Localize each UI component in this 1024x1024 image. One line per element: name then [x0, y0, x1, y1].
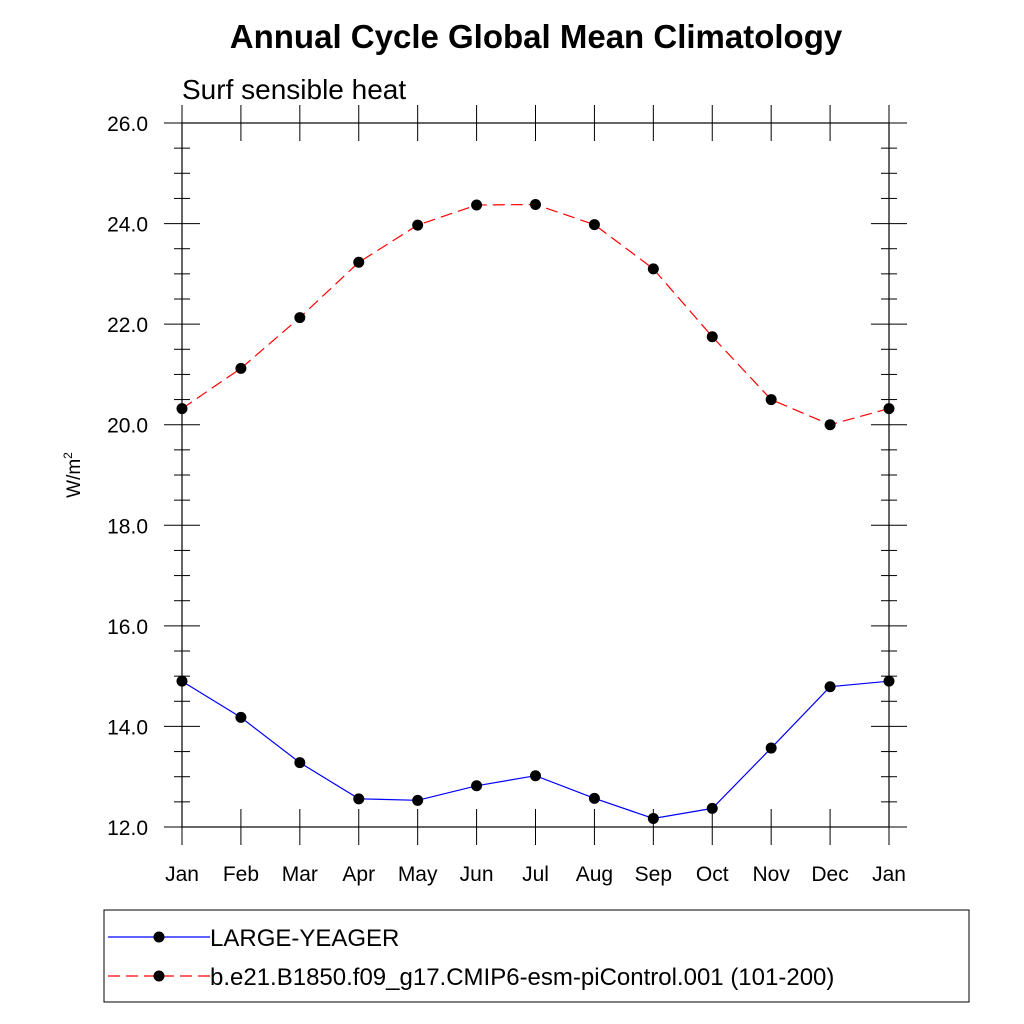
legend: LARGE-YEAGER b.e21.B1850.f09_g17.CMIP6-e… [103, 909, 970, 1003]
x-tick-label: Apr [342, 863, 375, 886]
legend-label-cmip6: b.e21.B1850.f09_g17.CMIP6-esm-piControl.… [210, 964, 834, 991]
data-point-series-0 [588, 792, 600, 804]
legend-box [103, 909, 970, 1003]
data-point-series-0 [706, 802, 718, 814]
x-tick-label: Feb [223, 863, 259, 886]
data-point-series-0 [765, 742, 777, 754]
x-tick-labels: Jan Feb Mar Apr May Jun Jul Aug Sep Oct Nov Dec Jan [165, 863, 906, 886]
y-axis-label-superscript: 2 [61, 452, 75, 459]
data-point-series-1 [176, 403, 188, 415]
data-point-series-1 [412, 219, 424, 231]
data-point-series-0 [353, 793, 365, 805]
data-point-series-1 [471, 199, 483, 211]
x-tick-label: Jul [522, 863, 549, 886]
data-point-series-0 [647, 812, 659, 824]
data-point-series-1 [588, 219, 600, 231]
y-tick-labels: 12.0 14.0 16.0 18.0 20.0 22.0 24.0 26.0 [107, 113, 148, 840]
data-point-series-1 [294, 312, 306, 324]
data-point-series-0 [176, 675, 188, 687]
data-point-series-0 [883, 675, 895, 687]
data-point-series-0 [824, 681, 836, 693]
x-tick-label: Aug [576, 863, 613, 886]
x-tick-label: Dec [811, 863, 848, 886]
x-tick-label: Jan [872, 863, 906, 886]
x-tick-label: Sep [635, 863, 672, 886]
legend-label-large-yeager: LARGE-YEAGER [210, 925, 399, 952]
y-tick-label: 16.0 [107, 616, 148, 639]
x-tick-label: May [398, 863, 438, 886]
data-point-series-1 [647, 263, 659, 275]
y-tick-label: 20.0 [107, 415, 148, 438]
data-point-series-0 [530, 770, 541, 782]
data-point-series-1 [235, 362, 247, 374]
y-tick-label: 18.0 [107, 515, 148, 538]
y-axis-label: W/m2 [61, 452, 85, 498]
x-tick-label: Jan [165, 863, 199, 886]
svg-text:W/m2: W/m2 [61, 452, 85, 498]
x-tick-label: Oct [696, 863, 729, 886]
data-point-series-1 [824, 419, 836, 431]
series-group [176, 198, 895, 824]
y-tick-label: 14.0 [107, 716, 148, 739]
data-point-series-0 [294, 757, 306, 769]
data-point-series-0 [235, 711, 247, 723]
data-point-series-0 [412, 794, 424, 806]
chart-title: Annual Cycle Global Mean Climatology [230, 18, 843, 55]
y-tick-label: 22.0 [107, 314, 148, 337]
data-point-series-1 [353, 256, 365, 268]
x-tick-label: Jun [460, 863, 494, 886]
chart-subtitle: Surf sensible heat [182, 74, 406, 105]
data-point-series-1 [530, 198, 541, 210]
legend-marker-cmip6 [153, 970, 165, 982]
y-axis-label-base: W/m [64, 459, 85, 498]
x-tick-label: Mar [282, 863, 318, 886]
series-line-0 [181, 680, 890, 820]
data-point-series-1 [883, 403, 895, 415]
data-point-series-0 [471, 780, 483, 792]
axis-ticks [164, 105, 907, 845]
y-tick-label: 24.0 [107, 214, 148, 237]
y-tick-label: 26.0 [107, 113, 148, 136]
data-point-series-1 [706, 331, 718, 343]
legend-marker-large-yeager [153, 931, 165, 943]
y-tick-label: 12.0 [107, 817, 148, 840]
series-line-1 [181, 203, 890, 426]
x-tick-label: Nov [752, 863, 790, 886]
plot-frame [181, 122, 890, 828]
data-point-series-1 [765, 394, 777, 406]
